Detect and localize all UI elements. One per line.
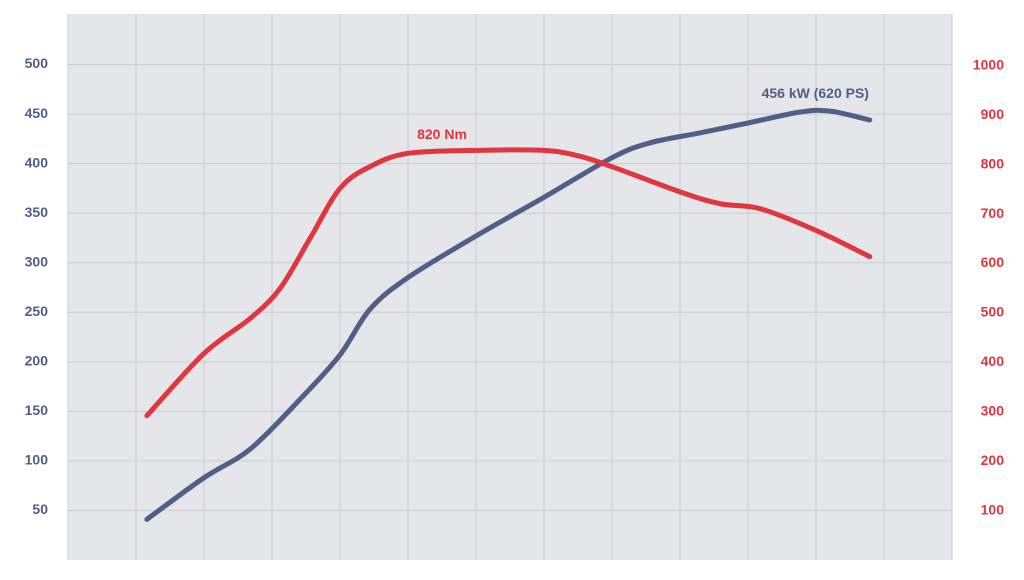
y-tick-label: 300 bbox=[25, 253, 49, 269]
series-line bbox=[144, 107, 873, 522]
y2-tick-label: 200 bbox=[981, 452, 1005, 468]
y2-tick-label: 300 bbox=[981, 402, 1005, 418]
series-label: 456 kW (620 PS) bbox=[762, 85, 869, 101]
y-tick-label: 250 bbox=[25, 303, 49, 319]
y-tick-label: 200 bbox=[25, 353, 49, 369]
y2-tick-label: 600 bbox=[981, 254, 1005, 270]
y2-tick-label: 500 bbox=[981, 304, 1005, 320]
y2-tick-label: 900 bbox=[981, 106, 1005, 122]
y2-tick-label: 400 bbox=[981, 353, 1005, 369]
y2-tick-label: 1000 bbox=[973, 57, 1004, 73]
y-tick-label: 500 bbox=[25, 55, 49, 71]
y-tick-label: 100 bbox=[25, 452, 49, 468]
y-tick-label: 450 bbox=[25, 105, 49, 121]
y-tick-label: 50 bbox=[32, 501, 48, 517]
y2-tick-label: 700 bbox=[981, 205, 1005, 221]
series-line bbox=[144, 147, 873, 419]
y-tick-label: 150 bbox=[25, 402, 49, 418]
y-tick-label: 350 bbox=[25, 204, 49, 220]
series-label: 820 Nm bbox=[417, 126, 467, 142]
y2-tick-label: 100 bbox=[981, 501, 1005, 517]
y2-tick-label: 800 bbox=[981, 155, 1005, 171]
y-tick-label: 400 bbox=[25, 154, 49, 170]
